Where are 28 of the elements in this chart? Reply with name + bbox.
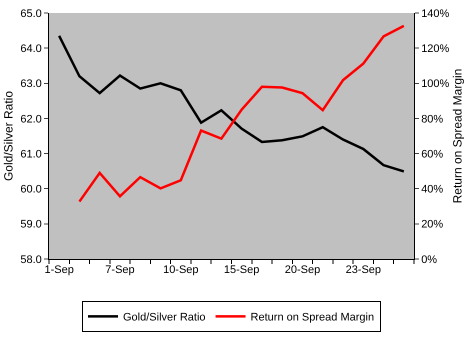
x-tick-label: 20-Sep (284, 264, 320, 276)
y2-tick-label: 20% (421, 218, 444, 231)
line-series (78, 24, 406, 203)
y-tick-label: 59.0 (20, 218, 42, 231)
y-axis-title: Gold/Silver Ratio (2, 90, 16, 182)
y-tick-label: 63.0 (20, 78, 42, 90)
x-tick-label: 23-Sep (346, 264, 382, 276)
x-tick-label: 7-Sep (105, 264, 135, 276)
y2-tick-label: 80% (421, 113, 444, 126)
y2-tick-label: 120% (421, 42, 450, 55)
legend-label: Return on Spread Margin (250, 312, 374, 324)
x-tick-label: 1-Sep (44, 264, 74, 276)
y2-tick-label: 40% (421, 184, 444, 196)
y-tick-label: 61.0 (20, 148, 42, 160)
y2-tick-label: 0% (421, 254, 438, 266)
y-tick-label: 60.0 (20, 184, 42, 196)
y-tick-label: 65.0 (20, 8, 42, 20)
y-tick-label: 62.0 (20, 113, 42, 126)
y2-tick-label: 140% (421, 8, 450, 20)
x-tick-label: 10-Sep (163, 264, 199, 276)
line-series (58, 34, 406, 173)
y2-tick-label: 100% (421, 78, 450, 90)
y-tick-label: 64.0 (20, 42, 42, 55)
x-tick-label: 15-Sep (224, 264, 260, 276)
legend-label: Gold/Silver Ratio (123, 312, 206, 324)
y-tick-label: 58.0 (20, 254, 42, 266)
y2-tick-label: 60% (421, 148, 444, 160)
y2-axis-title: Return on Spread Margin (450, 68, 464, 204)
